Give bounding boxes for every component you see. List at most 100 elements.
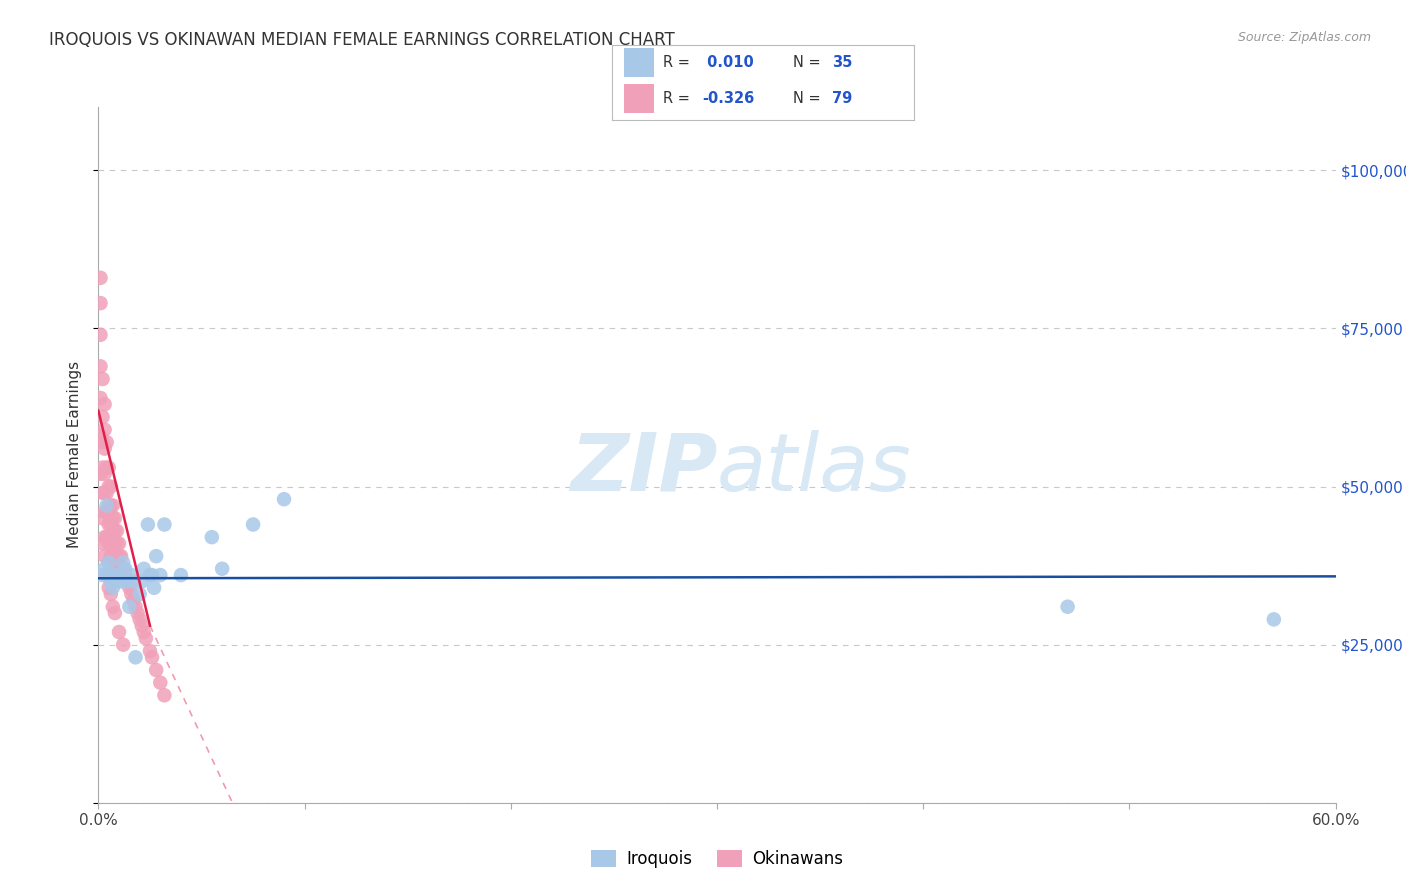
Point: [110, 549, 132, 563]
Text: 0.010: 0.010: [703, 55, 754, 70]
Text: atlas: atlas: [717, 430, 912, 508]
Text: N =: N =: [793, 55, 821, 70]
Point: [104, 524, 127, 538]
Point: [105, 556, 128, 570]
Text: -0.326: -0.326: [703, 91, 755, 106]
Point: [97, 536, 120, 550]
Bar: [624, 48, 654, 78]
Point: [93, 423, 115, 437]
Point: [97, 556, 120, 570]
Point: [91, 511, 114, 525]
Point: [108, 549, 131, 563]
Point: [108, 625, 131, 640]
Point: [96, 486, 118, 500]
Point: [117, 574, 139, 589]
Point: [96, 435, 118, 450]
Point: [131, 618, 153, 632]
Point: [93, 467, 115, 481]
Point: [139, 568, 162, 582]
Point: [93, 505, 115, 519]
Point: [91, 460, 114, 475]
Point: [141, 650, 163, 665]
Point: [149, 568, 172, 582]
Point: [100, 568, 122, 582]
Point: [105, 574, 128, 589]
Point: [89, 296, 111, 310]
Text: 35: 35: [832, 55, 852, 70]
Point: [100, 479, 122, 493]
Text: Source: ZipAtlas.com: Source: ZipAtlas.com: [1237, 31, 1371, 45]
Point: [97, 556, 120, 570]
Point: [96, 499, 118, 513]
Text: 79: 79: [832, 91, 852, 106]
Point: [97, 517, 120, 532]
Point: [96, 530, 118, 544]
Point: [89, 270, 111, 285]
Point: [108, 536, 131, 550]
Point: [120, 568, 142, 582]
Text: IROQUOIS VS OKINAWAN MEDIAN FEMALE EARNINGS CORRELATION CHART: IROQUOIS VS OKINAWAN MEDIAN FEMALE EARNI…: [49, 31, 675, 49]
Point: [89, 327, 111, 342]
Point: [108, 562, 131, 576]
Point: [93, 562, 115, 576]
Point: [112, 562, 135, 576]
Point: [101, 581, 124, 595]
Point: [124, 599, 146, 614]
Point: [91, 486, 114, 500]
Point: [93, 397, 115, 411]
Text: R =: R =: [664, 55, 690, 70]
Point: [96, 568, 118, 582]
Point: [112, 556, 135, 570]
Point: [145, 663, 167, 677]
Y-axis label: Median Female Earnings: Median Female Earnings: [67, 361, 83, 549]
Point: [93, 530, 115, 544]
Point: [89, 467, 111, 481]
Point: [122, 593, 145, 607]
Text: ZIP: ZIP: [569, 430, 717, 508]
Point: [100, 574, 122, 589]
Point: [124, 650, 146, 665]
Point: [135, 632, 157, 646]
Point: [89, 359, 111, 374]
Point: [132, 625, 155, 640]
Point: [101, 599, 124, 614]
Point: [118, 581, 141, 595]
Point: [136, 517, 159, 532]
Point: [153, 517, 176, 532]
Point: [91, 372, 114, 386]
Point: [132, 562, 155, 576]
Point: [100, 587, 122, 601]
Point: [120, 587, 142, 601]
Point: [104, 606, 127, 620]
Bar: [624, 84, 654, 112]
Point: [128, 587, 150, 601]
Point: [153, 688, 176, 702]
Point: [1056, 599, 1078, 614]
Point: [170, 568, 193, 582]
Point: [145, 549, 167, 563]
Point: [89, 391, 111, 405]
Point: [93, 486, 115, 500]
Point: [117, 574, 139, 589]
Point: [96, 460, 118, 475]
Point: [97, 568, 120, 582]
Point: [108, 568, 131, 582]
Point: [114, 562, 136, 576]
Point: [91, 568, 114, 582]
Legend: Iroquois, Okinawans: Iroquois, Okinawans: [585, 843, 849, 874]
Point: [139, 644, 162, 658]
Point: [100, 530, 122, 544]
Point: [273, 492, 295, 507]
Point: [91, 435, 114, 450]
Point: [104, 511, 127, 525]
Point: [89, 429, 111, 443]
Point: [143, 581, 166, 595]
Point: [242, 517, 264, 532]
Point: [97, 499, 120, 513]
Point: [91, 536, 114, 550]
Point: [105, 536, 128, 550]
Point: [105, 524, 128, 538]
Text: N =: N =: [793, 91, 821, 106]
Point: [100, 549, 122, 563]
Point: [141, 568, 163, 582]
